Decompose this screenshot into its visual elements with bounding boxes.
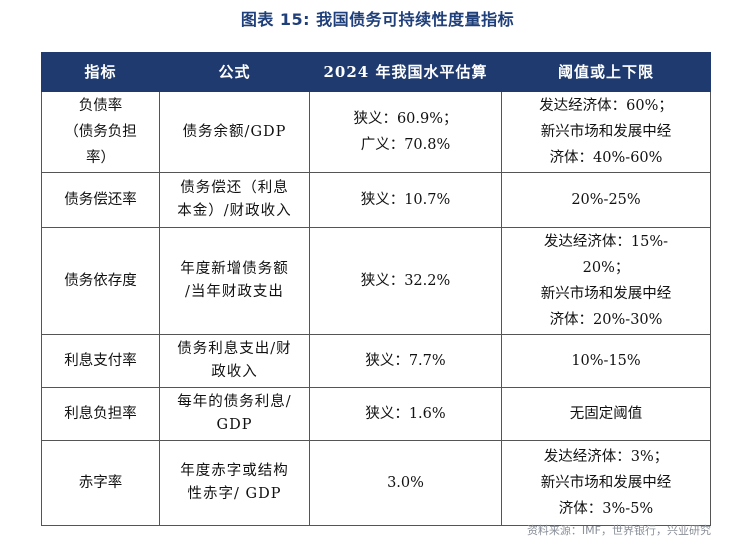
header-formula: 公式: [159, 52, 310, 92]
cell-indicator: 债务依存度: [41, 227, 160, 335]
cell-formula: 每年的债务利息/ GDP: [159, 387, 310, 441]
cell-threshold: 发达经济体：60%； 新兴市场和发展中经 济体：40%-60%: [501, 91, 711, 173]
cell-estimate: 狭义：1.6%: [309, 387, 502, 441]
cell-estimate: 3.0%: [309, 440, 502, 526]
cell-formula: 债务利息支出/财 政收入: [159, 334, 310, 388]
cell-indicator: 赤字率: [41, 440, 160, 526]
cell-indicator: 利息支付率: [41, 334, 160, 388]
cell-estimate: 狭义：10.7%: [309, 172, 502, 228]
header-row: 指标 公式 2024 年我国水平估算 阈值或上下限: [41, 52, 711, 92]
table-row: 债务依存度 年度新增债务额 /当年财政支出 狭义：32.2% 发达经济体：15%…: [41, 227, 711, 335]
cell-indicator: 债务偿还率: [41, 172, 160, 228]
table-row: 负债率 （债务负担 率） 债务余额/GDP 狭义：60.9%； 广义：70.8%…: [41, 91, 711, 173]
table-row: 债务偿还率 债务偿还（利息 本金）/财政收入 狭义：10.7% 20%-25%: [41, 172, 711, 228]
cell-formula: 年度赤字或结构 性赤字/ GDP: [159, 440, 310, 526]
indicator-table: 指标 公式 2024 年我国水平估算 阈值或上下限 负债率 （债务负担 率） 债…: [41, 52, 711, 526]
header-threshold: 阈值或上下限: [501, 52, 711, 92]
cell-threshold: 发达经济体：15%- 20%； 新兴市场和发展中经 济体：20%-30%: [501, 227, 711, 335]
cell-formula: 年度新增债务额 /当年财政支出: [159, 227, 310, 335]
table-row: 赤字率 年度赤字或结构 性赤字/ GDP 3.0% 发达经济体：3%； 新兴市场…: [41, 440, 711, 526]
table-row: 利息支付率 债务利息支出/财 政收入 狭义：7.7% 10%-15%: [41, 334, 711, 388]
cell-formula: 债务余额/GDP: [159, 91, 310, 173]
cell-threshold: 10%-15%: [501, 334, 711, 388]
cell-indicator: 负债率 （债务负担 率）: [41, 91, 160, 173]
header-estimate: 2024 年我国水平估算: [309, 52, 502, 92]
cell-estimate: 狭义：7.7%: [309, 334, 502, 388]
cell-threshold: 无固定阈值: [501, 387, 711, 441]
header-indicator: 指标: [41, 52, 160, 92]
table-row: 利息负担率 每年的债务利息/ GDP 狭义：1.6% 无固定阈值: [41, 387, 711, 441]
cell-threshold: 发达经济体：3%； 新兴市场和发展中经 济体：3%-5%: [501, 440, 711, 526]
figure-title: 图表 15: 我国债务可持续性度量指标: [240, 10, 515, 29]
cell-formula: 债务偿还（利息 本金）/财政收入: [159, 172, 310, 228]
cell-estimate: 狭义：60.9%； 广义：70.8%: [309, 91, 502, 173]
cell-estimate: 狭义：32.2%: [309, 227, 502, 335]
cell-threshold: 20%-25%: [501, 172, 711, 228]
cell-indicator: 利息负担率: [41, 387, 160, 441]
source-note: 资料来源：IMF，世界银行，兴业研究: [526, 524, 711, 537]
